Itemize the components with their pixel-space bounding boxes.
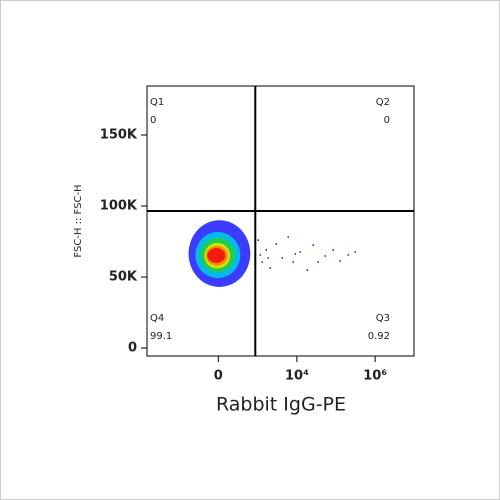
event-dot [281,257,284,259]
y-tick-label: 100K [100,199,138,214]
event-dot [324,255,327,257]
event-dot [269,267,272,269]
x-tick-label: 10⁶ [363,369,387,384]
event-dot [265,249,268,251]
x-axis-label: Rabbit IgG-PE [216,394,346,416]
event-dot [287,236,290,238]
event-dot [332,249,335,251]
event-dot [275,243,278,245]
quadrant-name: Q2 [376,97,390,108]
y-tick-label: 0 [128,341,137,356]
event-dot [267,257,270,259]
event-dot [312,244,315,246]
quadrant-value: 0.92 [368,331,390,342]
event-dot [354,251,357,253]
quadrant-name: Q1 [150,97,164,108]
quadrant-value: 99.1 [150,331,172,342]
y-axis-label: FSC-H :: FSC-H [73,184,84,257]
event-dot [347,254,350,256]
plot-frame [146,85,415,357]
y-tick-label: 50K [109,270,138,285]
event-dot [259,254,262,256]
event-dot [257,239,260,242]
y-tick-label: 150K [100,128,138,143]
event-dot [317,261,320,263]
event-dot [339,260,342,262]
density-level [207,248,226,263]
quadrant-name: Q4 [150,313,164,324]
quadrant-name: Q3 [376,313,390,324]
event-dot [261,261,264,263]
quadrant-value: 0 [384,115,390,126]
x-tick-label: 10⁴ [285,369,309,384]
event-dot [299,251,302,253]
x-tick-label: 0 [214,369,223,384]
quadrant-value: 0 [150,115,156,126]
event-dot [306,269,309,271]
event-dot [294,253,297,255]
event-dot [292,261,295,263]
